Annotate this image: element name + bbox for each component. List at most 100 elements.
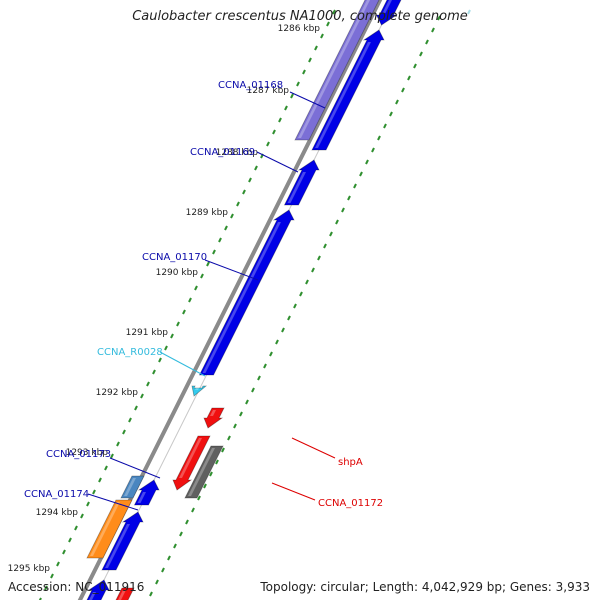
outer-tick-dot xyxy=(263,363,267,369)
partial-feature-mark xyxy=(467,9,471,15)
label-leader-line xyxy=(159,351,206,377)
outer-tick-dot xyxy=(371,147,375,153)
outer-tick-dot xyxy=(347,195,351,201)
gene-label: CCNA_01168 xyxy=(218,80,283,91)
gene-ccna-01174-block-shade xyxy=(90,502,120,556)
kbp-tick-label: 1294 kbp xyxy=(36,508,79,518)
inner-tick-dot xyxy=(302,69,306,75)
outer-tick-dot xyxy=(419,51,423,57)
outer-tick-dot xyxy=(203,483,207,489)
kbp-tick-label: 1286 kbp xyxy=(278,24,321,34)
outer-tick-dot xyxy=(161,567,165,573)
outer-tick-dot xyxy=(167,555,171,561)
kbp-tick-label: 1295 kbp xyxy=(8,564,51,574)
genome-summary-text: Topology: circular; Length: 4,042,929 bp… xyxy=(260,580,590,594)
inner-tick-dot xyxy=(224,225,228,231)
outer-tick-dot xyxy=(389,111,393,117)
outer-tick-dot xyxy=(251,387,255,393)
gene-top-forward xyxy=(375,0,402,26)
outer-tick-dot xyxy=(227,435,231,441)
outer-tick-dot xyxy=(185,519,189,525)
outer-tick-dot xyxy=(341,207,345,213)
outer-tick-dot xyxy=(221,447,225,453)
outer-tick-dot xyxy=(413,63,417,69)
inner-tick-dot xyxy=(146,381,150,387)
inner-tick-dot xyxy=(284,105,288,111)
inner-tick-dot xyxy=(170,333,174,339)
label-leader-line xyxy=(204,259,259,281)
inner-tick-dot xyxy=(242,189,246,195)
gene-label: CCNA_R0028 xyxy=(97,347,163,358)
outer-tick-dot xyxy=(239,411,243,417)
inner-tick-dot xyxy=(212,249,216,255)
gene-shpa-reverse xyxy=(203,407,225,429)
outer-tick-dot xyxy=(233,423,237,429)
outer-tick-dot xyxy=(173,543,177,549)
outer-tick-dot xyxy=(191,507,195,513)
gene-label: CCNA_01173 xyxy=(46,449,111,460)
inner-tick-dot xyxy=(92,489,96,495)
outer-tick-dot xyxy=(323,243,327,249)
inner-tick-dot xyxy=(218,237,222,243)
outer-tick-dot xyxy=(287,315,291,321)
inner-tick-dot xyxy=(308,57,312,63)
outer-tick-dot xyxy=(155,579,159,585)
inner-tick-dot xyxy=(176,321,180,327)
inner-tick-dot xyxy=(326,21,330,27)
gene-ccna-01170-forward xyxy=(198,209,295,376)
inner-tick-dot xyxy=(188,297,192,303)
rna-ccna-r0028-shade xyxy=(195,384,201,390)
inner-tick-dot xyxy=(272,129,276,135)
inner-tick-dot xyxy=(332,9,336,15)
inner-tick-dot xyxy=(140,393,144,399)
gene-label: CCNA_01169 xyxy=(190,147,255,158)
outer-tick-dot xyxy=(353,183,357,189)
outer-tick-dot xyxy=(425,39,429,45)
gene-ccna-01169-forward xyxy=(311,29,385,151)
outer-tick-dot xyxy=(431,27,435,33)
inner-tick-dot xyxy=(86,501,90,507)
inner-tick-dot xyxy=(278,117,282,123)
outer-tick-dot xyxy=(335,219,339,225)
kbp-tick-label: 1287 kbp xyxy=(247,86,290,96)
gene-ccna-01172-pseudo xyxy=(184,445,224,499)
label-leader-line xyxy=(291,437,336,459)
kbp-tick-label: 1291 kbp xyxy=(126,328,169,338)
outer-tick-dot xyxy=(365,159,369,165)
gene-top-forward-shade xyxy=(382,0,392,13)
inner-tick-dot xyxy=(98,477,102,483)
inner-tick-dot xyxy=(320,33,324,39)
kbp-tick-label: 1293 kbp xyxy=(66,448,109,458)
outer-tick-dot xyxy=(293,303,297,309)
inner-tick-dot xyxy=(44,585,48,591)
label-leader-line xyxy=(271,482,316,501)
inner-tick-dot xyxy=(182,309,186,315)
label-leader-line xyxy=(256,151,299,173)
inner-tick-dot xyxy=(200,273,204,279)
outer-tick-dot xyxy=(437,15,441,21)
inner-tick-dot xyxy=(74,525,78,531)
inner-tick-dot xyxy=(56,561,60,567)
inner-tick-dot xyxy=(80,513,84,519)
gene-bottom-forward xyxy=(86,579,110,600)
gene-ccna-01173-block xyxy=(120,475,145,499)
outer-tick-dot xyxy=(407,75,411,81)
inner-tick-dot xyxy=(296,81,300,87)
gene-ccna-01173-forward xyxy=(133,479,160,506)
rna-ccna-r0028 xyxy=(191,385,208,397)
gene-ccna-01170-upper-forward xyxy=(283,159,320,206)
gene-ccna-01173-forward-shade xyxy=(137,492,146,503)
kbp-tick-label: 1289 kbp xyxy=(186,208,229,218)
genome-title: Caulobacter crescentus NA1000, complete … xyxy=(132,9,468,24)
inner-tick-dot xyxy=(158,357,162,363)
gene-ccna-01174-forward-shade xyxy=(105,524,130,568)
outer-tick-dot xyxy=(215,459,219,465)
gene-ccna-01174-block xyxy=(86,499,133,559)
inner-tick-dot xyxy=(152,369,156,375)
outer-tick-dot xyxy=(275,339,279,345)
outer-tick-dot xyxy=(179,531,183,537)
outer-tick-dot xyxy=(329,231,333,237)
label-leader-line xyxy=(87,493,139,511)
